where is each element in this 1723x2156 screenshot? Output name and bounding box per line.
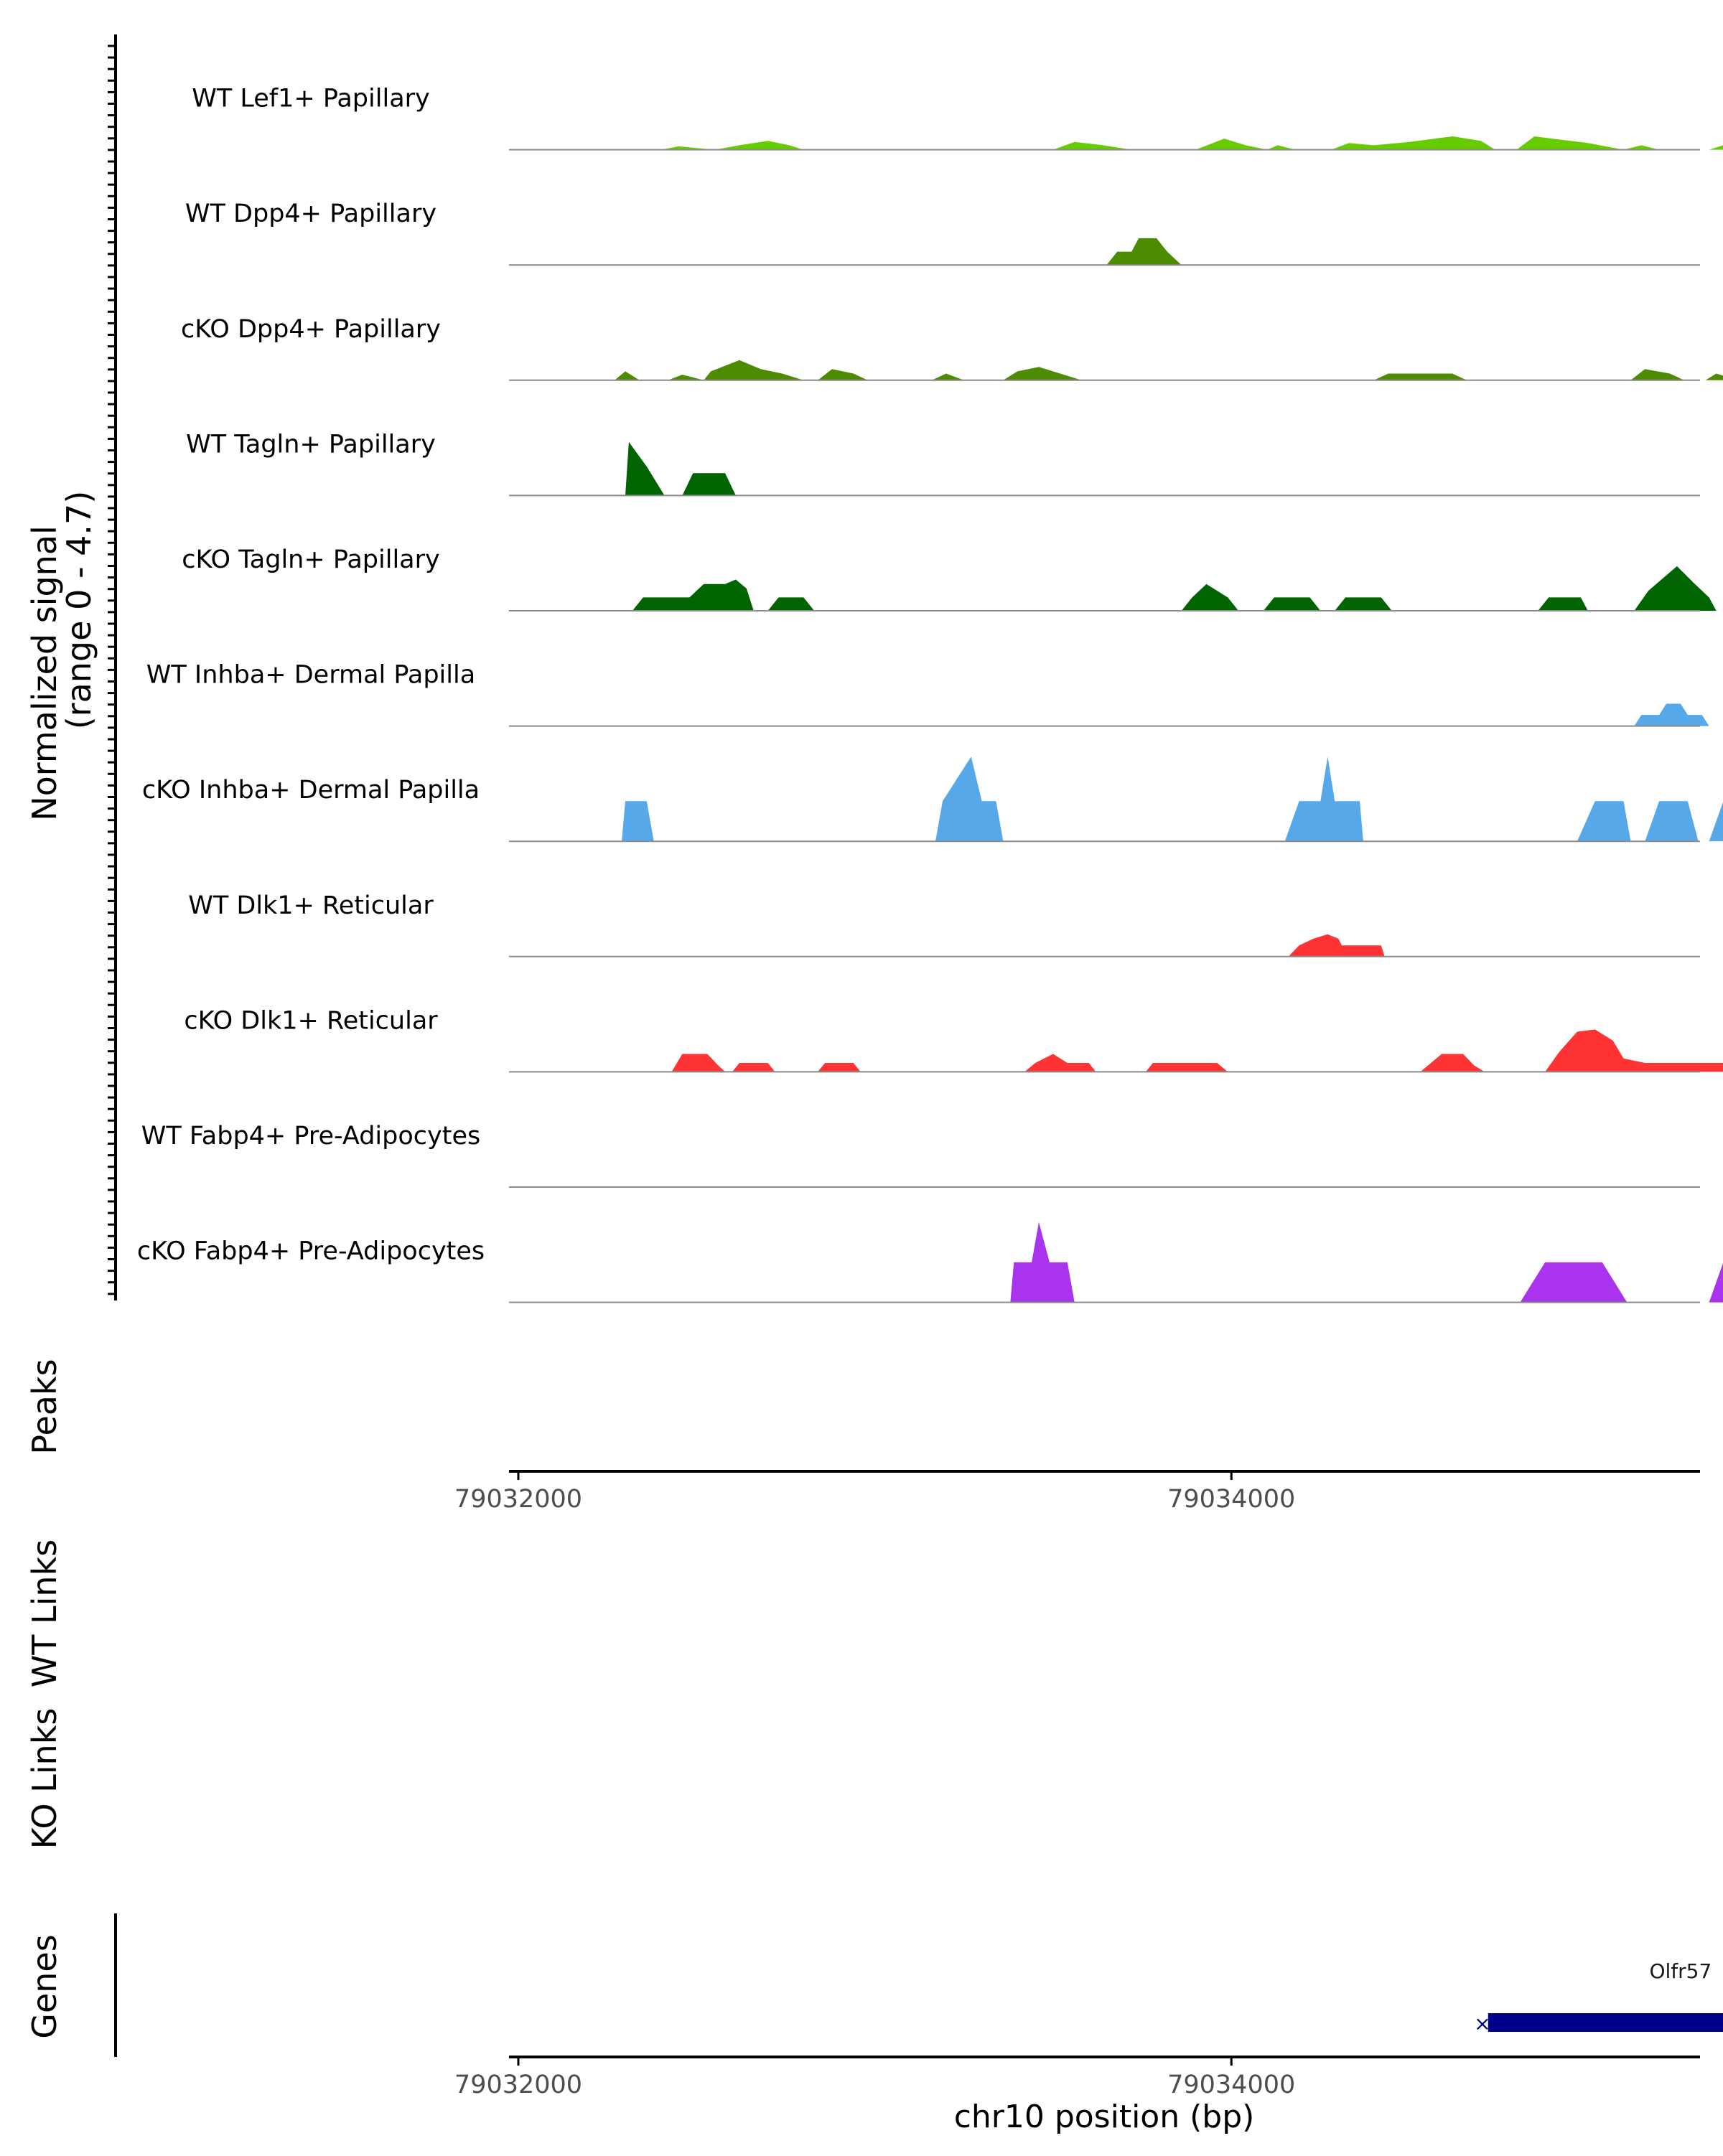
signal-range-label: (range 0 - 4.7) [60, 491, 98, 730]
track-11: cKO Fabp4+ Pre-Adipocytes [137, 1222, 1723, 1303]
track-label: WT Lef1+ Papillary [192, 85, 430, 113]
track-signal-area [661, 134, 1723, 150]
track-label: cKO Fabp4+ Pre-Adipocytes [137, 1237, 485, 1266]
gene-body [1488, 2013, 1723, 2032]
track-6: WT Inhba+ Dermal Papilla [146, 661, 1709, 726]
signal-axis-label: Normalized signal [25, 525, 64, 821]
track-10: WT Fabp4+ Pre-Adipocytes [141, 1122, 1723, 1187]
track-signal-area [615, 360, 1723, 380]
track-signal-area [1106, 238, 1181, 265]
track-label: cKO Inhba+ Dermal Papilla [142, 776, 480, 805]
track-signal-area [632, 566, 1723, 611]
track-label: cKO Dpp4+ Papillary [181, 315, 441, 344]
coverage-tracks: WT Lef1+ Papillary WT Dpp4+ Papillary cKO … [137, 85, 1723, 1303]
wt-links-panel-label: WT Links [25, 1539, 64, 1687]
track-label: WT Dpp4+ Papillary [185, 200, 436, 228]
track-4: WT Tagln+ Papillary [186, 430, 1723, 495]
track-3: cKO Dpp4+ Papillary [181, 315, 1723, 380]
gene-label: Olfr57 [1649, 1959, 1712, 1983]
lower-x-axis-tick-label: 79034000 [1167, 2071, 1295, 2099]
track-signal-area [625, 442, 1723, 496]
track-signal-area [622, 736, 1723, 841]
track-5: cKO Tagln+ Papillary [182, 545, 1723, 611]
ko-links-panel-label: KO Links [25, 1708, 64, 1850]
track-2: WT Dpp4+ Papillary [185, 200, 1700, 265]
peaks-panel-label: Peaks [25, 1359, 64, 1454]
track-label: WT Dlk1+ Reticular [188, 891, 434, 920]
lower-x-axis-ticks: 79032000790340007903600079038000 [454, 2057, 1723, 2099]
track-label: cKO Dlk1+ Reticular [184, 1006, 438, 1035]
track-signal-area [672, 1005, 1723, 1072]
gene-strand-marker: × [1474, 2012, 1490, 2035]
track-8: WT Dlk1+ Reticular [188, 891, 1723, 957]
track-signal-area [1010, 1222, 1723, 1303]
track-label: cKO Tagln+ Papillary [182, 545, 440, 574]
lower-x-axis-tick-label: 79032000 [454, 2071, 582, 2099]
genes-panel-label: Genes [25, 1934, 64, 2038]
upper-x-axis-ticks: 79032000790340007903600079038000 [454, 1471, 1723, 1514]
track-9: cKO Dlk1+ Reticular [184, 1005, 1723, 1072]
track-label: WT Fabp4+ Pre-Adipocytes [141, 1122, 480, 1150]
track-7: cKO Inhba+ Dermal Papilla [142, 736, 1723, 841]
upper-x-axis-tick-label: 79032000 [454, 1485, 582, 1514]
track-label: WT Inhba+ Dermal Papilla [146, 661, 475, 690]
track-signal-area [1634, 704, 1709, 726]
track-1: WT Lef1+ Papillary [192, 85, 1723, 150]
gene-track: ××Olfr57 [1474, 1959, 1723, 2035]
upper-x-axis-tick-label: 79034000 [1167, 1485, 1295, 1514]
x-axis-title: chr10 position (bp) [954, 2099, 1255, 2135]
track-label: WT Tagln+ Papillary [186, 430, 436, 459]
track-signal-area [1289, 921, 1723, 957]
